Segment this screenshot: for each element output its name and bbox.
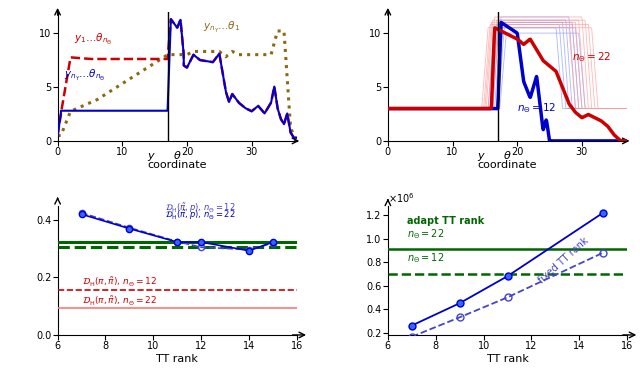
Text: $\mathcal{D}_{\mathrm{H}}(\pi,\tilde{\pi}),\, n_\Theta = 22$: $\mathcal{D}_{\mathrm{H}}(\pi,\tilde{\pi…: [81, 295, 157, 308]
Text: $n_\Theta = 12$: $n_\Theta = 12$: [407, 251, 444, 264]
Text: $\theta$: $\theta$: [173, 149, 182, 161]
Text: fixed TT rank: fixed TT rank: [536, 235, 590, 285]
Text: $y$: $y$: [147, 151, 156, 163]
X-axis label: coordinate: coordinate: [478, 160, 538, 170]
Text: $n_\Theta = 12$: $n_\Theta = 12$: [517, 101, 557, 114]
Text: $n_\Theta = 22$: $n_\Theta = 22$: [407, 227, 444, 241]
Text: $y$: $y$: [477, 151, 486, 163]
Text: adapt TT rank: adapt TT rank: [407, 216, 484, 226]
Text: $n_\Theta = 22$: $n_\Theta = 22$: [572, 50, 612, 64]
Text: $y_{n_Y}\ldots\theta_{n_\Theta}$: $y_{n_Y}\ldots\theta_{n_\Theta}$: [64, 69, 106, 84]
Text: $\mathcal{D}_{\mathrm{H}}(\tilde{\pi},p),\, n_\Theta = 12$: $\mathcal{D}_{\mathrm{H}}(\tilde{\pi},p)…: [165, 201, 236, 215]
Text: $y_{n_Y}\ldots\theta_1$: $y_{n_Y}\ldots\theta_1$: [203, 20, 241, 35]
Text: $y_1\ldots\theta_{n_\Theta}$: $y_1\ldots\theta_{n_\Theta}$: [74, 32, 112, 47]
Text: $\mathcal{D}_{\mathrm{H}}(\tilde{\pi},p),\, n_\Theta = 22$: $\mathcal{D}_{\mathrm{H}}(\tilde{\pi},p)…: [165, 208, 236, 222]
X-axis label: coordinate: coordinate: [147, 160, 207, 170]
X-axis label: TT rank: TT rank: [486, 354, 529, 364]
Text: $\theta$: $\theta$: [503, 149, 512, 161]
X-axis label: TT rank: TT rank: [156, 354, 198, 364]
Text: $\mathcal{D}_{\mathrm{H}}(\pi,\tilde{\pi}),\, n_\Theta = 12$: $\mathcal{D}_{\mathrm{H}}(\pi,\tilde{\pi…: [81, 276, 157, 289]
Text: $\times 10^6$: $\times 10^6$: [388, 191, 415, 205]
